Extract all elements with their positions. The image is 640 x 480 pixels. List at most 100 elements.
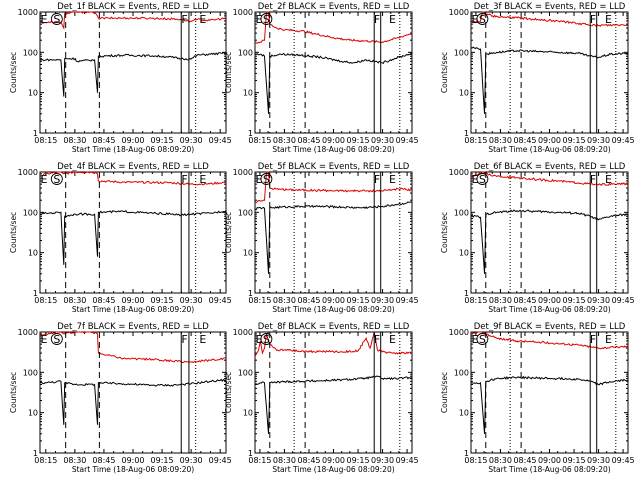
y-tick-label: 1 [248, 449, 253, 458]
y-axis-label: Counts/sec [440, 52, 449, 93]
lld-series-line [254, 11, 413, 44]
marker-label-s: S [53, 13, 60, 26]
x-tick-label: 09:15 [347, 296, 370, 305]
x-tick-label: 08:45 [92, 296, 115, 305]
events-series-line [470, 209, 629, 274]
lld-series-line [254, 171, 413, 204]
x-axis-label: Start Time (18-Aug-06 08:09:20) [272, 145, 394, 154]
panel-det-9f: Det_9f BLACK = Events, RED = LLD 1 10 100 10… [440, 322, 635, 474]
events-series-line [254, 201, 413, 274]
x-tick-label: 09:15 [347, 456, 370, 465]
marker-label-e-left: E [256, 13, 263, 26]
marker-label-e-right: E [199, 173, 206, 186]
marker-label-f: F [181, 13, 187, 26]
marker-label-e-left: E [41, 333, 48, 346]
marker-label-e-right: E [389, 173, 396, 186]
y-axis-label: Counts/sec [9, 212, 18, 253]
marker-label-e-right: E [199, 333, 206, 346]
y-tick-label: 1000 [18, 168, 38, 177]
y-tick-label: 1 [248, 289, 253, 298]
marker-label-f: F [181, 173, 187, 186]
x-tick-label: 09:30 [371, 136, 394, 145]
x-tick-label: 08:15 [248, 456, 271, 465]
marker-label-e-right: E [605, 13, 612, 26]
y-tick-label: 100 [238, 208, 253, 217]
marker-label-e-right: E [199, 13, 206, 26]
panel-title: Det_8f BLACK = Events, RED = LLD [258, 322, 410, 332]
lld-series-line [40, 171, 227, 186]
events-series-line [254, 375, 413, 434]
x-axis-label: Start Time (18-Aug-06 08:09:20) [488, 145, 610, 154]
x-tick-label: 09:45 [396, 296, 419, 305]
panel-title: Det_2f BLACK = Events, RED = LLD [258, 2, 410, 12]
panel-det-2f: Det_2f BLACK = Events, RED = LLD 1 10 100 10… [224, 2, 419, 154]
marker-label-e-right: E [389, 333, 396, 346]
x-axis-label: Start Time (18-Aug-06 08:09:20) [72, 145, 194, 154]
x-tick-label: 08:15 [464, 456, 487, 465]
marker-label-s-circle [476, 333, 489, 345]
plot-frame [39, 11, 227, 134]
marker-label-s-circle [260, 13, 273, 25]
y-tick-label: 1 [33, 289, 38, 298]
plot-frame [254, 11, 413, 134]
x-tick-label: 09:45 [612, 296, 635, 305]
x-tick-label: 08:30 [273, 136, 296, 145]
marker-label-s-circle [260, 173, 273, 185]
panel-det-4f: Det_4f BLACK = Events, RED = LLD 1 10 100 10… [9, 162, 232, 314]
x-tick-label: 09:30 [371, 296, 394, 305]
y-axis-label: Counts/sec [224, 52, 233, 93]
lld-series-line [39, 331, 227, 364]
x-tick-label: 09:15 [151, 456, 174, 465]
x-tick-label: 08:15 [34, 136, 57, 145]
x-tick-label: 08:15 [34, 296, 57, 305]
y-tick-label: 10 [243, 249, 253, 258]
marker-label-s-circle [260, 333, 273, 345]
x-axis-label: Start Time (18-Aug-06 08:09:20) [72, 465, 194, 474]
x-tick-label: 09:00 [121, 296, 144, 305]
marker-label-f: F [374, 333, 380, 346]
x-tick-label: 09:15 [151, 296, 174, 305]
y-axis-label: Counts/sec [224, 212, 233, 253]
x-tick-label: 08:30 [63, 456, 86, 465]
x-tick-label: 09:00 [322, 136, 345, 145]
x-tick-label: 09:00 [322, 456, 345, 465]
panel-det-5f: Det_5f BLACK = Events, RED = LLD 1 10 100 10… [224, 162, 419, 314]
lld-series-line [471, 11, 629, 28]
x-tick-label: 09:45 [209, 456, 232, 465]
panel-title: Det_9f BLACK = Events, RED = LLD [474, 322, 626, 332]
panel-title: Det_4f BLACK = Events, RED = LLD [57, 162, 209, 172]
x-tick-label: 09:00 [538, 456, 561, 465]
y-tick-label: 1 [33, 449, 38, 458]
marker-label-e-left: E [472, 13, 479, 26]
marker-label-e-left: E [41, 173, 48, 186]
panel-det-7f: Det_7f BLACK = Events, RED = LLD 1 10 100 10… [9, 322, 232, 474]
marker-label-f: F [374, 13, 380, 26]
x-tick-label: 09:15 [151, 136, 174, 145]
x-tick-label: 09:45 [396, 456, 419, 465]
lld-series-line [470, 171, 629, 187]
x-tick-label: 08:30 [489, 136, 512, 145]
panel-det-6f: Det_6f BLACK = Events, RED = LLD 1 10 100 10… [440, 162, 635, 314]
y-tick-label: 1000 [449, 328, 469, 337]
x-tick-label: 08:45 [92, 136, 115, 145]
x-tick-label: 09:30 [587, 456, 610, 465]
lld-series-line [40, 11, 227, 31]
marker-label-e-left: E [472, 173, 479, 186]
x-tick-label: 09:30 [371, 456, 394, 465]
y-axis-label: Counts/sec [9, 372, 18, 413]
marker-label-f: F [590, 173, 596, 186]
y-tick-label: 1000 [18, 328, 38, 337]
marker-label-e-left: E [256, 333, 263, 346]
panel-title: Det_6f BLACK = Events, RED = LLD [474, 162, 626, 172]
x-tick-label: 08:15 [248, 136, 271, 145]
x-tick-label: 09:45 [209, 296, 232, 305]
x-tick-label: 08:15 [34, 456, 57, 465]
y-tick-label: 1 [33, 129, 38, 138]
y-tick-label: 10 [459, 89, 469, 98]
x-tick-label: 08:30 [63, 136, 86, 145]
x-tick-label: 08:45 [513, 456, 536, 465]
marker-label-e-left: E [256, 173, 263, 186]
marker-label-s: S [53, 173, 60, 186]
x-tick-label: 08:45 [297, 136, 320, 145]
marker-label-s: S [53, 333, 60, 346]
